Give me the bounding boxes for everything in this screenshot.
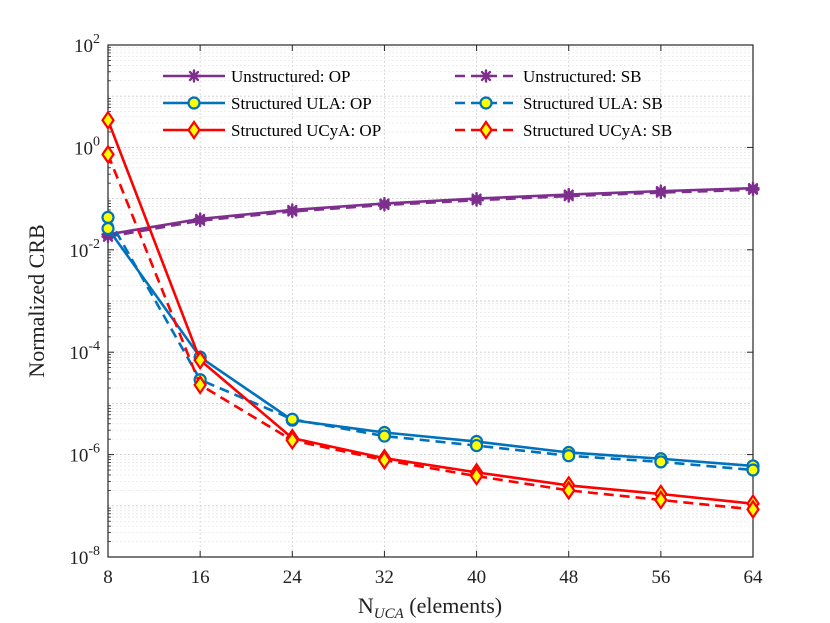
legend-entry-structured-ula-op: Structured ULA: OP: [163, 94, 372, 113]
data-point-structured-ucya-sb: [469, 466, 484, 487]
legend-marker-structured-ula-sb: [479, 96, 493, 110]
x-tick-label: 24: [283, 567, 303, 588]
y-tick-base: 10: [69, 548, 88, 569]
legend-label-unstructured-op: Unstructured: OP: [231, 67, 350, 86]
data-point-structured-ula-sb: [746, 463, 760, 477]
data-point-structured-ula-sb: [654, 455, 668, 469]
y-tick-base: 10: [74, 36, 93, 57]
series-line-structured-ucya-op: [106, 119, 754, 505]
y-tick-exponent: -8: [88, 544, 100, 559]
data-point-structured-ula-sb: [377, 429, 392, 443]
legend-marker-unstructured-sb: [479, 69, 493, 83]
y-tick-label: 10-6: [69, 442, 100, 467]
data-point-unstructured-sb: [469, 193, 484, 207]
data-point-structured-ucya-op: [193, 350, 207, 371]
legend-marker-structured-ucya-op: [187, 120, 201, 140]
legend: Unstructured: OP Unstructured: SB Structur…: [163, 67, 672, 140]
series-unstructured-sb: [101, 183, 760, 244]
legend-marker-structured-ucya-sb: [479, 120, 493, 140]
x-axis-title: NUCA (elements): [358, 593, 502, 622]
data-point-structured-ucya-sb: [377, 450, 392, 471]
legend-entry-structured-ucya-op: Structured UCyA: OP: [163, 120, 381, 140]
data-point-structured-ula-sb: [562, 449, 576, 463]
series-structured-ula-op: [101, 221, 760, 473]
data-point-unstructured-sb: [193, 214, 207, 228]
y-tick-exponent: 0: [93, 134, 100, 149]
data-point-unstructured-sb: [377, 198, 392, 212]
series-line-unstructured-op: [107, 186, 754, 236]
y-tick-base: 10: [69, 446, 88, 467]
y-tick-label: 100: [74, 134, 100, 159]
data-point-structured-ula-sb: [101, 210, 115, 224]
x-axis-title-rest: (elements): [404, 593, 502, 618]
x-tick-label: 48: [559, 567, 578, 588]
data-point-unstructured-sb: [101, 230, 115, 244]
x-tick-label: 16: [191, 567, 210, 588]
y-tick-exponent: 2: [93, 32, 100, 47]
data-point-unstructured-sb: [746, 183, 760, 197]
data-point-structured-ucya-sb: [285, 430, 300, 451]
data-point-structured-ucya-sb: [746, 499, 760, 520]
series-line-structured-ula-sb: [106, 216, 754, 472]
x-tick-label: 8: [103, 567, 113, 588]
y-tick-base: 10: [74, 138, 93, 159]
x-tick-label: 40: [467, 567, 486, 588]
data-point-structured-ula-sb: [469, 438, 484, 453]
data-point-structured-ucya-sb: [654, 490, 668, 510]
legend-entry-structured-ucya-sb: Structured UCyA: SB: [455, 120, 672, 140]
legend-label-unstructured-sb: Unstructured: SB: [523, 67, 642, 86]
y-tick-base: 10: [69, 241, 88, 262]
legend-label-structured-ula-op: Structured ULA: OP: [231, 94, 372, 113]
series-line-structured-ula-op: [106, 227, 754, 468]
legend-marker-unstructured-op: [187, 69, 201, 83]
plot-area-frame: [107, 44, 754, 558]
legend-label-structured-ucya-sb: Structured UCyA: SB: [523, 121, 672, 140]
y-tick-exponent: -2: [88, 237, 100, 252]
data-point-structured-ucya-op: [101, 110, 115, 131]
series-line-structured-ucya-sb: [106, 153, 754, 511]
y-tick-label: 10-8: [69, 544, 100, 569]
x-tick-label: 32: [375, 567, 394, 588]
y-tick-label: 102: [74, 32, 100, 57]
x-tick-label: 56: [651, 567, 670, 588]
legend-label-structured-ula-sb: Structured ULA: SB: [523, 94, 663, 113]
legend-marker-structured-ula-op: [187, 96, 201, 110]
data-point-structured-ucya-sb: [193, 374, 207, 395]
series-structured-ucya-op: [101, 110, 760, 514]
y-tick-exponent: -6: [88, 442, 100, 457]
legend-entry-unstructured-op: Unstructured: OP: [163, 67, 350, 86]
x-axis-title-subscript: UCA: [374, 606, 405, 622]
data-point-structured-ucya-sb: [101, 144, 115, 165]
data-point-unstructured-sb: [285, 204, 299, 219]
y-tick-label: 10-2: [69, 237, 100, 262]
legend-label-structured-ucya-op: Structured UCyA: OP: [231, 121, 381, 140]
x-axis-title-base: N: [358, 593, 374, 618]
y-tick-base: 10: [69, 343, 88, 364]
series-line-unstructured-sb: [107, 188, 754, 239]
y-tick-label: 10-4: [69, 339, 100, 364]
series-structured-ula-sb: [101, 210, 760, 477]
legend-entry-structured-ula-sb: Structured ULA: SB: [455, 94, 663, 113]
y-axis-title: Normalized CRB: [24, 224, 49, 377]
x-tick-label: 64: [744, 567, 764, 588]
data-point-unstructured-sb: [562, 189, 576, 203]
series-group: [101, 110, 760, 520]
data-point-structured-ucya-sb: [561, 480, 576, 501]
legend-entry-unstructured-sb: Unstructured: SB: [455, 67, 642, 86]
data-point-unstructured-sb: [654, 185, 668, 200]
series-structured-ucya-sb: [101, 144, 760, 520]
data-point-structured-ula-sb: [285, 412, 299, 426]
y-tick-exponent: -4: [88, 339, 100, 354]
